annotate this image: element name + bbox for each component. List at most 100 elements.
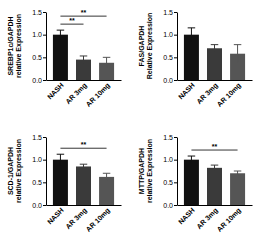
bar: [99, 177, 114, 205]
y-tick-label: 0.0: [32, 77, 42, 84]
x-tick-label: NASH: [177, 206, 196, 225]
bar: [207, 48, 222, 80]
error-cap: [211, 44, 219, 45]
y-axis-title: Relative Expression: [146, 13, 154, 80]
x-tick: AR 10mg: [85, 205, 112, 234]
error-bar: [234, 171, 242, 176]
y-tick-label: 1.5: [32, 134, 42, 141]
error-cap: [57, 30, 65, 31]
y-axis-title: MTTP/GAPDH: [138, 148, 145, 194]
bar: [207, 168, 222, 205]
y-tick: 1.0: [163, 156, 177, 163]
error-line: [191, 28, 192, 42]
y-tick-mark: [174, 57, 177, 58]
error-line: [214, 45, 215, 52]
y-axis: 0.0 0.5 1.0 1.5: [32, 9, 46, 84]
error-cap: [103, 57, 111, 58]
y-tick: 1.0: [32, 156, 46, 163]
error-cap: [188, 156, 196, 157]
figure: 0.00.51.01.5NASHAR 3mgAR 10mgSREBP1c/GAP…: [0, 0, 263, 249]
error-bar: [103, 57, 111, 68]
y-tick: 0.0: [163, 202, 177, 209]
y-axis-line: [46, 13, 47, 81]
y-axis: 0.0 0.5 1.0 1.5: [163, 9, 177, 84]
panel: 0.00.51.01.5NASHAR 3mgAR 10mgMTTP/GAPDHr…: [138, 134, 253, 234]
error-bar: [188, 28, 196, 42]
error-bar: [234, 45, 242, 63]
y-tick-label: 0.0: [163, 202, 173, 209]
significance-label: **: [81, 141, 87, 148]
y-tick: 1.5: [163, 9, 177, 16]
x-axis-line: [47, 205, 122, 206]
x-tick-label: AR 10mg: [216, 81, 243, 108]
significance-label: **: [212, 143, 218, 150]
error-cap: [80, 164, 88, 165]
y-tick-mark: [174, 12, 177, 13]
y-axis-title: relative Expression: [15, 14, 23, 78]
x-tick: NASH: [46, 205, 65, 225]
y-axis-line: [46, 138, 47, 206]
panel: 0.00.51.01.5NASHAR 3mgAR 10mgSREBP1c/GAP…: [7, 9, 122, 109]
y-tick: 0.5: [32, 54, 46, 61]
x-tick: NASH: [177, 205, 196, 225]
y-tick-mark: [43, 137, 46, 138]
panel: 0.00.51.01.5NASHAR 3mgAR 10mgSCD-1/GAPDH…: [7, 134, 122, 234]
y-tick-mark: [174, 35, 177, 36]
y-tick: 1.0: [163, 31, 177, 38]
bar: [53, 35, 68, 80]
error-line: [60, 154, 61, 165]
error-line: [60, 30, 61, 39]
y-tick-label: 0.0: [32, 202, 42, 209]
error-bar: [211, 45, 219, 52]
y-tick: 1.5: [32, 134, 46, 141]
y-tick-mark: [174, 182, 177, 183]
x-tick-label: NASH: [46, 81, 65, 100]
y-tick: 0.0: [32, 77, 46, 84]
marks: [184, 28, 245, 80]
significance-label: **: [81, 9, 87, 16]
error-line: [83, 56, 84, 63]
x-axis-line: [178, 80, 253, 81]
y-tick-label: 0.5: [163, 179, 173, 186]
error-line: [214, 165, 215, 170]
y-axis-line: [177, 138, 178, 206]
y-tick-label: 0.5: [32, 179, 42, 186]
x-tick: AR 10mg: [85, 80, 112, 109]
bar: [53, 160, 68, 205]
y-tick-label: 1.5: [163, 134, 173, 141]
x-axis-line: [178, 205, 253, 206]
error-line: [191, 156, 192, 163]
bar: [184, 160, 199, 205]
error-bar: [57, 154, 65, 165]
significance-label: **: [69, 17, 75, 24]
error-cap: [211, 165, 219, 166]
marks: [184, 156, 245, 205]
bar: [230, 173, 245, 205]
error-cap: [80, 55, 88, 56]
x-tick: AR 10mg: [216, 80, 243, 109]
x-tick: AR 10mg: [216, 205, 243, 234]
y-axis: 0.0 0.5 1.0 1.5: [32, 134, 46, 209]
y-tick-mark: [43, 57, 46, 58]
x-tick-label: AR 10mg: [85, 206, 112, 233]
error-bar: [103, 173, 111, 180]
y-tick: 0.5: [163, 179, 177, 186]
error-line: [237, 45, 238, 63]
error-cap: [103, 173, 111, 174]
y-tick-label: 0.0: [163, 77, 173, 84]
y-tick: 0.5: [163, 54, 177, 61]
error-bar: [57, 30, 65, 39]
y-tick: 1.5: [32, 9, 46, 16]
y-axis-line: [177, 13, 178, 81]
y-tick-mark: [174, 160, 177, 161]
y-tick-label: 1.0: [32, 31, 42, 38]
y-tick: 0.0: [163, 77, 177, 84]
y-tick: 0.5: [32, 179, 46, 186]
x-tick-label: AR 10mg: [85, 81, 112, 108]
y-tick-mark: [43, 12, 46, 13]
error-bar: [80, 164, 88, 169]
error-line: [83, 164, 84, 169]
y-tick-label: 0.5: [163, 54, 173, 61]
y-tick-label: 1.0: [32, 156, 42, 163]
y-tick-mark: [174, 205, 177, 206]
